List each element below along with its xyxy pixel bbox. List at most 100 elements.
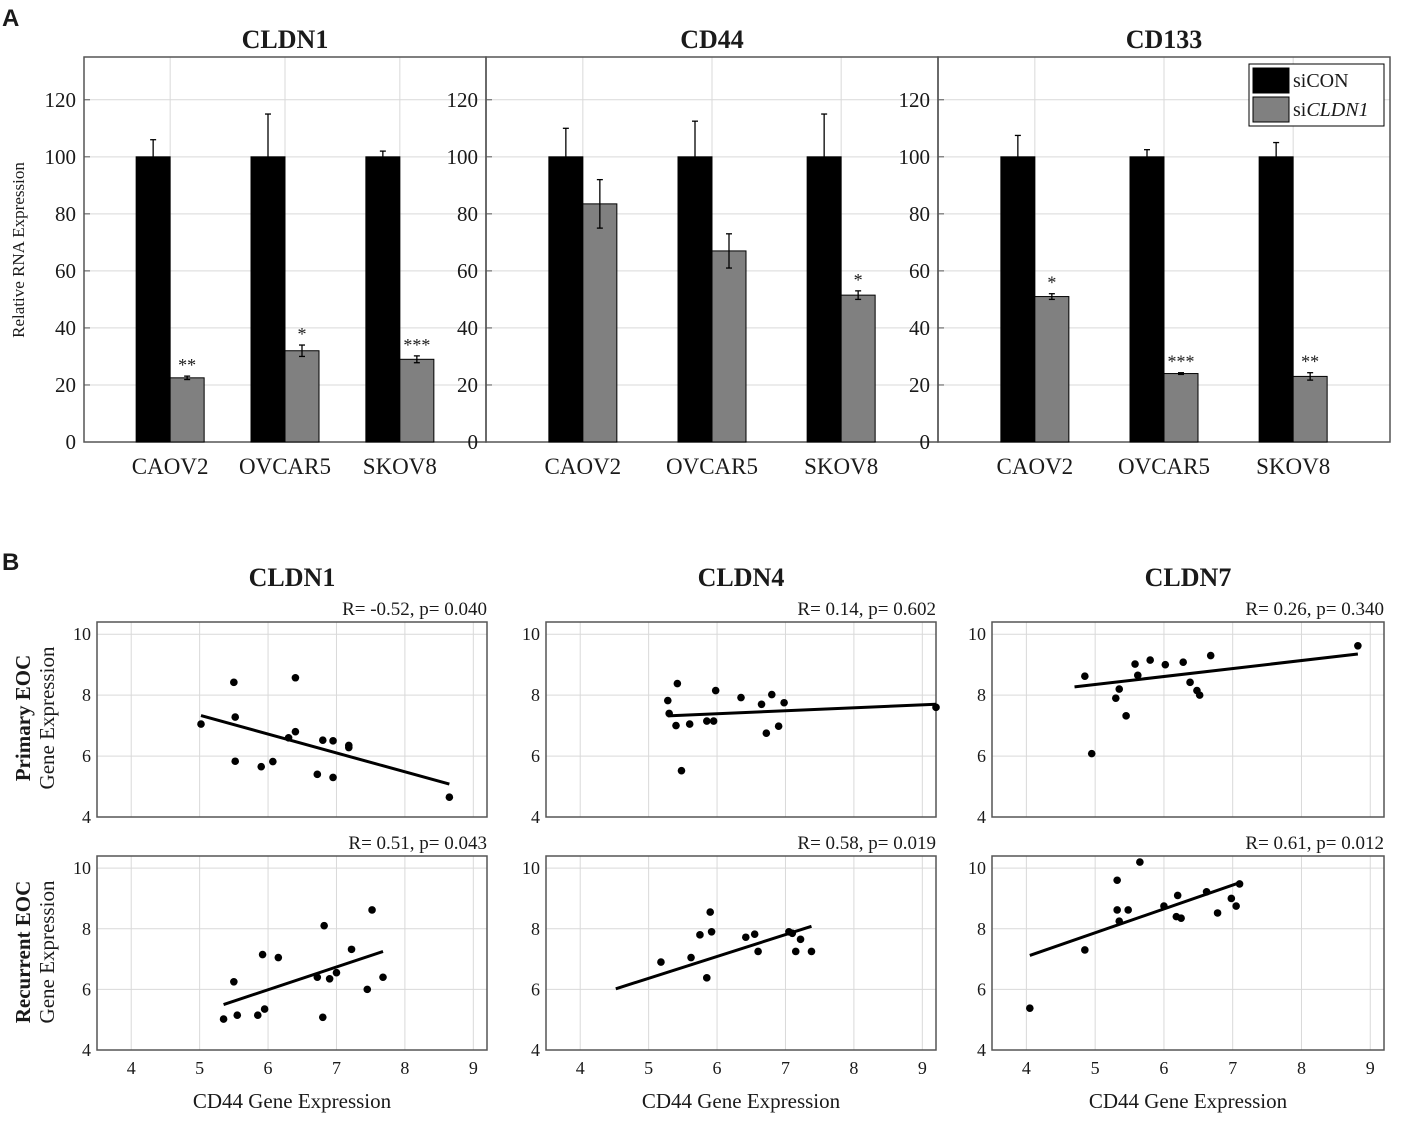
chart-title: CD133: [1126, 25, 1203, 54]
bar-siCLDN1: [1163, 373, 1199, 443]
stat-annotation: R= 0.58, p= 0.019: [797, 833, 936, 854]
y-tick-label: 4: [977, 807, 986, 827]
chart-title: CD44: [680, 25, 744, 54]
legend-swatch: [1252, 96, 1290, 123]
x-tick-label: 4: [576, 1058, 585, 1078]
y-tick-label: 100: [45, 145, 77, 169]
data-point: [1186, 678, 1194, 687]
data-point: [677, 766, 686, 775]
y-tick-label: 8: [82, 685, 91, 705]
x-axis-label: CD44 Gene Expression: [642, 1089, 841, 1113]
y-tick-label: 60: [457, 259, 478, 283]
y-tick-label: 8: [531, 685, 540, 705]
stat-annotation: R= 0.26, p= 0.340: [1245, 599, 1384, 620]
data-point: [344, 743, 353, 752]
bar-siCON: [135, 156, 171, 443]
data-point: [1113, 876, 1121, 885]
data-point: [1124, 906, 1132, 914]
plot-frame: [545, 855, 937, 1051]
data-point: [1161, 660, 1170, 669]
data-point: [320, 921, 328, 930]
bar-siCLDN1: [284, 350, 320, 443]
panel-label-b: B: [2, 549, 19, 576]
y-tick-label: 6: [82, 979, 91, 999]
y-tick-label: 80: [909, 202, 930, 226]
x-category-label: OVCAR5: [666, 454, 758, 479]
regression-line: [200, 714, 450, 786]
x-tick-label: 6: [1159, 1058, 1168, 1078]
data-point: [253, 1011, 262, 1019]
data-point: [291, 673, 300, 682]
data-point: [325, 974, 334, 983]
y-tick-label: 6: [977, 746, 986, 766]
data-point: [663, 696, 672, 705]
legend-name: CLDN1: [1306, 99, 1368, 121]
data-point: [1122, 712, 1130, 720]
x-tick-label: 5: [1091, 1058, 1100, 1078]
data-point: [796, 935, 805, 944]
plot-frame: [96, 855, 488, 1051]
data-point: [757, 700, 766, 709]
legend-prefix: si: [1293, 70, 1307, 92]
y-tick-label: 60: [55, 259, 76, 283]
bar-siCON: [1258, 156, 1294, 443]
data-point: [788, 929, 797, 938]
bar-siCLDN1: [711, 250, 747, 443]
y-tick-label: 0: [66, 430, 77, 454]
data-point: [1081, 946, 1089, 954]
data-point: [687, 953, 695, 962]
data-point: [363, 985, 372, 994]
data-point: [672, 721, 680, 730]
bar-chart-2: 0 20 40 60 80 100 120 * CAOV2 *** OVCAR5 ** SKOV8 CD1…: [899, 25, 1391, 479]
data-point: [1087, 749, 1096, 758]
data-point: [1026, 1004, 1034, 1012]
y-tick-label: 10: [522, 624, 540, 644]
significance-marker: **: [178, 355, 196, 375]
y-tick-label: 20: [457, 373, 478, 397]
y-tick-label: 6: [977, 979, 986, 999]
data-point: [737, 693, 745, 702]
y-tick-label: 0: [468, 430, 479, 454]
data-point: [1131, 660, 1139, 668]
data-point: [711, 686, 720, 695]
data-point: [702, 974, 711, 982]
x-category-label: SKOV8: [804, 454, 878, 479]
y-tick-label: 4: [531, 1040, 540, 1060]
data-point: [230, 977, 238, 986]
x-axis-label: CD44 Gene Expression: [1089, 1089, 1288, 1113]
y-tick-label: 120: [45, 88, 77, 112]
x-tick-label: 4: [1022, 1058, 1031, 1078]
bar-chart-0: 0 20 40 60 80 100 120 ** CAOV2 * OVCAR5 *** SKOV8 CLD…: [45, 25, 487, 479]
data-point: [368, 906, 376, 914]
bar-siCLDN1: [1034, 296, 1070, 443]
y-tick-label: 60: [909, 259, 930, 283]
plots-layer: 020406080100120**CAOV2*OVCAR5***SKOV8CLD…: [45, 25, 1391, 1113]
stat-annotation: R= 0.14, p= 0.602: [797, 599, 936, 620]
x-category-label: SKOV8: [1256, 454, 1330, 479]
y-tick-label: 120: [899, 88, 931, 112]
data-point: [932, 703, 940, 712]
plot-frame: [991, 621, 1385, 818]
data-point: [685, 720, 694, 728]
data-point: [780, 698, 788, 707]
bar-siCON: [1129, 156, 1165, 443]
y-tick-label: 6: [82, 746, 91, 766]
x-tick-label: 9: [918, 1058, 927, 1078]
data-point: [1177, 914, 1185, 922]
data-point: [1227, 894, 1236, 903]
significance-marker: *: [1047, 273, 1056, 293]
legend-name: CON: [1306, 70, 1348, 92]
data-point: [791, 947, 800, 956]
data-point: [1235, 880, 1244, 888]
significance-marker: **: [1301, 352, 1319, 372]
legend-swatch: [1252, 67, 1290, 94]
data-point: [665, 709, 673, 718]
bar-siCON: [548, 156, 584, 443]
y-tick-label: 20: [55, 373, 76, 397]
regression-line: [223, 950, 384, 1006]
data-point: [702, 717, 711, 725]
x-tick-label: 8: [849, 1058, 858, 1078]
y-tick-label: 40: [909, 316, 930, 340]
data-point: [347, 945, 356, 954]
data-point: [219, 1015, 228, 1023]
